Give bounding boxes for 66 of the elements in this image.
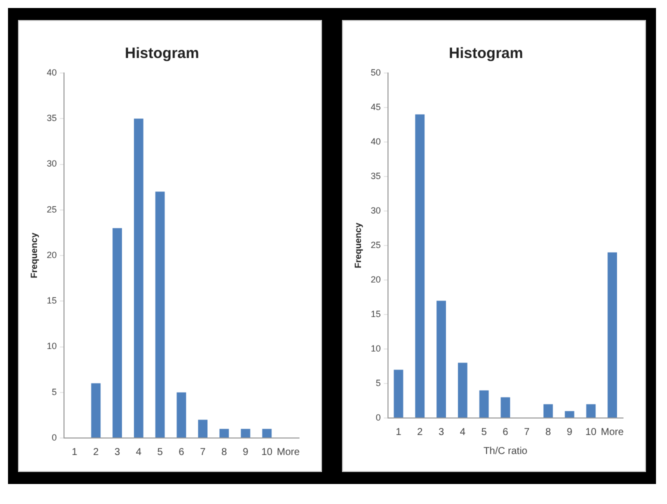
x-tick-label: 2: [93, 446, 100, 458]
x-tick-label: 9: [566, 426, 573, 438]
bar: [155, 192, 165, 438]
x-tick-label: 5: [157, 446, 164, 458]
y-axis-title: Frequency: [28, 232, 39, 278]
bar: [458, 362, 468, 418]
bar: [500, 397, 510, 418]
bar: [564, 411, 574, 418]
x-tick-label: 9: [242, 446, 249, 458]
bar: [543, 404, 553, 418]
y-tick-label: 25: [370, 240, 381, 250]
y-tick-label: 45: [370, 102, 381, 112]
x-tick-label: 10: [261, 446, 273, 458]
y-tick-label: 40: [370, 136, 381, 146]
x-tick-label: 6: [178, 446, 185, 458]
y-tick-label: 30: [370, 205, 381, 216]
chart-title: Histogram: [448, 45, 524, 62]
y-tick-label: 35: [46, 113, 57, 124]
x-tick-label: More: [600, 426, 624, 438]
bar: [479, 390, 489, 418]
y-tick-label: 40: [46, 67, 57, 78]
x-tick-label: 3: [438, 426, 444, 438]
y-tick-label: 50: [370, 67, 381, 78]
x-tick-label: 8: [221, 446, 228, 458]
bar: [91, 383, 101, 438]
bar: [608, 252, 618, 418]
x-axis-title: Th/C ratio: [483, 446, 528, 457]
x-tick-label: 10: [585, 426, 597, 438]
bar: [586, 404, 596, 418]
y-tick-label: 10: [46, 341, 57, 352]
bar: [240, 428, 250, 438]
y-tick-label: 15: [370, 308, 381, 319]
y-tick-label: 20: [370, 274, 381, 284]
x-tick-label: 8: [545, 426, 552, 438]
x-tick-label: 6: [502, 426, 509, 438]
bar: [176, 392, 186, 438]
x-tick-label: 1: [396, 426, 402, 438]
bar: [134, 118, 144, 438]
bar: [436, 300, 446, 418]
y-tick-label: 30: [46, 158, 57, 169]
y-tick-label: 25: [46, 204, 57, 214]
x-tick-label: More: [276, 446, 300, 458]
x-tick-label: 5: [481, 426, 488, 438]
bar: [262, 428, 272, 438]
x-tick-label: 7: [524, 426, 530, 438]
bar: [219, 428, 229, 438]
bar: [394, 370, 404, 418]
x-tick-label: 4: [136, 446, 142, 458]
y-tick-label: 0: [376, 412, 381, 422]
y-tick-label: 5: [376, 378, 381, 388]
chart-title: Histogram: [124, 45, 200, 62]
x-tick-label: 1: [72, 446, 78, 458]
bar: [112, 228, 122, 438]
y-tick-label: 20: [46, 250, 57, 260]
bar: [198, 420, 208, 438]
y-tick-label: 15: [46, 296, 57, 306]
x-tick-label: 4: [460, 426, 466, 438]
x-tick-label: 3: [114, 446, 120, 458]
bar: [415, 114, 425, 418]
x-tick-label: 2: [417, 426, 424, 438]
y-tick-label: 0: [52, 432, 57, 442]
y-tick-label: 5: [52, 386, 57, 397]
y-tick-label: 35: [370, 170, 381, 181]
y-axis-title: Frequency: [352, 222, 363, 268]
y-tick-label: 10: [370, 343, 381, 354]
x-tick-label: 7: [200, 446, 206, 458]
